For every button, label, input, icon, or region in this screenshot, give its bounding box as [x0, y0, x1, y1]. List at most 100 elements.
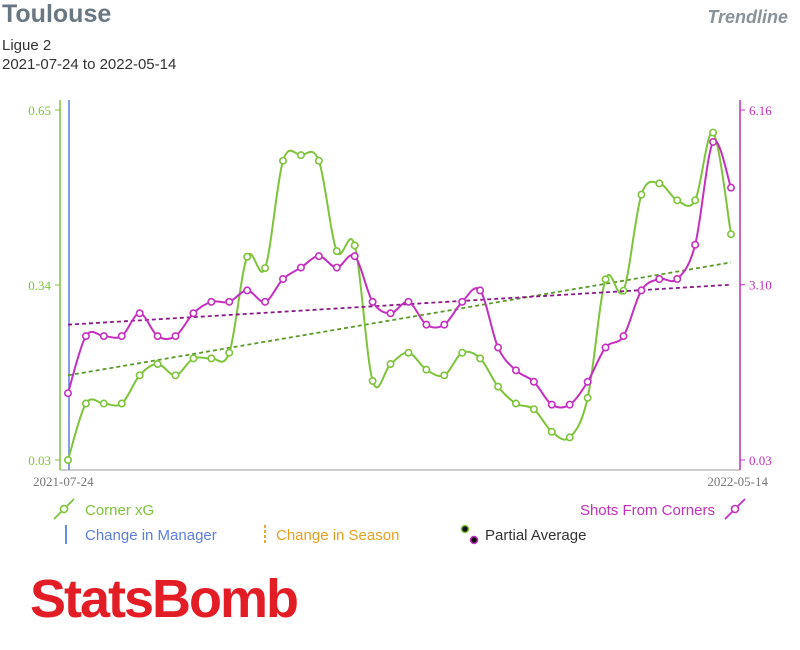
series-line-corner-xg — [67, 131, 732, 461]
right-tick-label: 0.03 — [749, 453, 772, 468]
data-point — [135, 371, 144, 380]
data-point — [153, 332, 162, 341]
legend-shots-label: Shots From Corners — [580, 502, 715, 519]
data-point — [565, 400, 574, 409]
data-point — [64, 389, 73, 398]
data-point — [673, 196, 682, 205]
data-point — [709, 137, 718, 146]
data-point — [189, 354, 198, 363]
data-point — [64, 455, 73, 464]
data-point — [386, 360, 395, 369]
data-point — [440, 371, 449, 380]
data-point — [332, 263, 341, 272]
date-range: 2021-07-24 to 2022-05-14 — [2, 56, 177, 73]
data-point — [171, 332, 180, 341]
left-tick-label: 0.34 — [28, 278, 51, 293]
x-end-label: 2022-05-14 — [707, 474, 768, 489]
data-point — [547, 427, 556, 436]
data-point — [601, 343, 610, 352]
right-tick-label: 3.10 — [749, 278, 772, 293]
data-point — [726, 183, 735, 192]
series-line-shots-from-corners — [67, 139, 732, 409]
data-point — [476, 286, 485, 295]
legend-partial-avg-label: Partial Average — [485, 527, 586, 544]
data-point — [511, 366, 520, 375]
data-point — [458, 297, 467, 306]
trend-line-corner-xg — [67, 261, 732, 377]
data-point — [565, 433, 574, 442]
data-point — [726, 230, 735, 239]
data-point — [404, 297, 413, 306]
data-point — [440, 320, 449, 329]
data-point — [261, 264, 270, 273]
x-start-label: 2021-07-24 — [33, 474, 94, 489]
data-point — [547, 400, 556, 409]
data-point — [296, 151, 305, 160]
statsbomb-logo: StatsBomb — [30, 569, 299, 629]
data-point — [494, 382, 503, 391]
data-point — [601, 275, 610, 284]
view-mode-label[interactable]: Trendline — [707, 7, 788, 27]
data-point — [99, 399, 108, 408]
legend-corner-xg-label: Corner xG — [85, 502, 154, 519]
data-point — [583, 377, 592, 386]
data-point — [709, 128, 718, 137]
data-point — [117, 399, 126, 408]
data-point — [422, 320, 431, 329]
data-point — [261, 297, 270, 306]
data-point — [332, 247, 341, 256]
legend-manager-label: Change in Manager — [85, 527, 217, 544]
data-point — [422, 365, 431, 374]
data-point — [189, 309, 198, 318]
data-point — [296, 263, 305, 272]
left-tick-label: 0.03 — [28, 453, 51, 468]
data-point — [279, 156, 288, 165]
trend-line-shots-from-corners — [67, 283, 732, 326]
data-point — [314, 156, 323, 165]
data-point — [673, 275, 682, 284]
team-name: Toulouse — [2, 0, 112, 28]
data-point — [619, 332, 628, 341]
data-point — [153, 360, 162, 369]
data-point — [279, 275, 288, 284]
right-tick-label: 6.16 — [749, 103, 772, 118]
legend-partial-avg-dot-2 — [469, 535, 479, 545]
data-point — [243, 286, 252, 295]
data-point — [225, 348, 234, 357]
data-point — [207, 297, 216, 306]
data-point — [314, 252, 323, 261]
data-point — [637, 286, 646, 295]
data-point — [81, 399, 90, 408]
data-point — [494, 343, 503, 352]
legend-partial-avg-dot-1 — [460, 524, 470, 534]
data-point — [99, 332, 108, 341]
data-point — [655, 179, 664, 188]
data-point — [225, 297, 234, 306]
data-point — [458, 348, 467, 357]
legend-season-label: Change in Season — [276, 527, 399, 544]
data-point — [529, 377, 538, 386]
data-point — [637, 190, 646, 199]
data-point — [350, 241, 359, 250]
data-point — [117, 332, 126, 341]
data-point — [655, 275, 664, 284]
data-point — [350, 252, 359, 261]
data-point — [135, 309, 144, 318]
data-point — [476, 354, 485, 363]
league-name: Ligue 2 — [2, 37, 52, 54]
data-point — [171, 371, 180, 380]
data-point — [368, 297, 377, 306]
data-point — [691, 196, 700, 205]
left-tick-label: 0.65 — [28, 103, 51, 118]
data-point — [368, 376, 377, 385]
data-point — [404, 348, 413, 357]
legend-shots-marker — [730, 504, 740, 514]
data-point — [583, 393, 592, 402]
legend-corner-xg-marker — [59, 504, 69, 514]
data-point — [691, 240, 700, 249]
data-point — [207, 354, 216, 363]
data-point — [243, 252, 252, 261]
data-point — [511, 399, 520, 408]
data-point — [529, 405, 538, 414]
